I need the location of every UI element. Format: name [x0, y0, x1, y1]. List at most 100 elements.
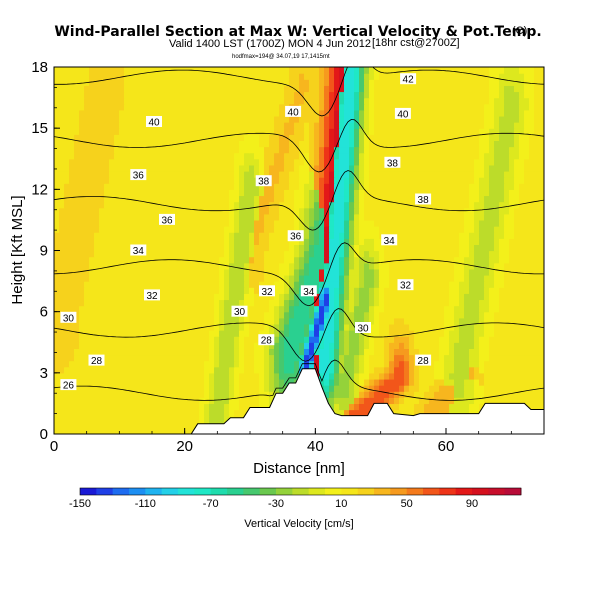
field-cell [404, 287, 410, 294]
field-cell [224, 372, 230, 380]
field-cell [284, 287, 290, 294]
field-cell [529, 262, 535, 270]
field-cell [159, 152, 165, 160]
field-cell [159, 366, 165, 374]
field-cell [184, 195, 190, 203]
field-cell [79, 336, 85, 343]
field-cell [314, 189, 320, 197]
field-cell [509, 128, 515, 135]
field-cell [244, 378, 250, 386]
field-cell [419, 311, 425, 319]
field-cell [274, 281, 280, 288]
field-cell [154, 134, 160, 141]
field-cell [494, 372, 500, 380]
field-cell [514, 299, 520, 307]
field-cell [514, 287, 520, 294]
field-cell [59, 122, 65, 129]
field-cell [384, 311, 390, 319]
field-cell [209, 238, 215, 245]
field-cell [139, 134, 145, 141]
field-cell [94, 299, 100, 307]
field-cell [524, 305, 530, 313]
field-cell [434, 323, 440, 331]
field-cell [329, 195, 335, 203]
field-cell [114, 183, 120, 190]
field-cell [74, 183, 80, 190]
field-cell [279, 244, 285, 252]
field-cell [144, 226, 150, 233]
field-cell [259, 397, 265, 405]
field-cell [524, 274, 530, 282]
field-cell [144, 409, 150, 417]
field-cell [399, 366, 405, 374]
field-cell [119, 164, 125, 172]
field-cell [139, 385, 145, 392]
field-cell [79, 170, 85, 178]
field-cell [254, 164, 260, 172]
field-cell [494, 378, 500, 386]
field-cell [339, 207, 345, 215]
field-cell [509, 385, 515, 392]
field-cell [529, 305, 535, 313]
field-cell [149, 403, 155, 411]
field-cell [284, 164, 290, 172]
field-cell [149, 336, 155, 343]
field-cell [94, 293, 100, 301]
field-cell [454, 391, 460, 398]
field-cell [444, 305, 450, 313]
field-cell [84, 268, 90, 276]
field-cell [529, 311, 535, 319]
field-cell [419, 372, 425, 380]
field-cell [109, 305, 115, 313]
field-cell [64, 281, 70, 288]
field-cell [294, 299, 300, 307]
field-cell [249, 397, 255, 405]
field-cell [524, 250, 530, 258]
field-cell [404, 366, 410, 374]
field-cell [99, 409, 105, 417]
field-cell [89, 397, 95, 405]
field-cell [149, 146, 155, 154]
field-cell [519, 164, 525, 172]
field-cell [309, 183, 315, 190]
field-cell [154, 299, 160, 307]
field-cell [269, 391, 275, 398]
field-cell [109, 281, 115, 288]
field-cell [509, 281, 515, 288]
field-cell [414, 305, 420, 313]
field-cell [164, 391, 170, 398]
field-cell [349, 256, 355, 264]
field-cell [139, 299, 145, 307]
field-cell [374, 317, 380, 325]
field-cell [474, 128, 480, 135]
field-cell [469, 305, 475, 313]
field-cell [389, 207, 395, 215]
field-cell [484, 281, 490, 288]
field-cell [144, 238, 150, 245]
field-cell [374, 360, 380, 368]
field-cell [374, 128, 380, 135]
field-cell [149, 323, 155, 331]
field-cell [529, 354, 535, 362]
field-cell [419, 232, 425, 239]
field-cell [274, 250, 280, 258]
field-cell [94, 317, 100, 325]
field-cell [74, 207, 80, 215]
field-cell [374, 177, 380, 184]
field-cell [74, 152, 80, 160]
field-cell [339, 293, 345, 301]
field-cell [99, 250, 105, 258]
field-cell [229, 378, 235, 386]
field-cell [229, 134, 235, 141]
field-cell [194, 207, 200, 215]
field-cell [434, 293, 440, 301]
field-cell [534, 274, 540, 282]
field-cell [174, 128, 180, 135]
field-cell [134, 311, 140, 319]
field-cell [524, 256, 530, 264]
field-cell [84, 140, 90, 148]
field-cell [399, 330, 405, 337]
field-cell [404, 219, 410, 227]
field-cell [59, 409, 65, 417]
field-cell [424, 164, 430, 172]
